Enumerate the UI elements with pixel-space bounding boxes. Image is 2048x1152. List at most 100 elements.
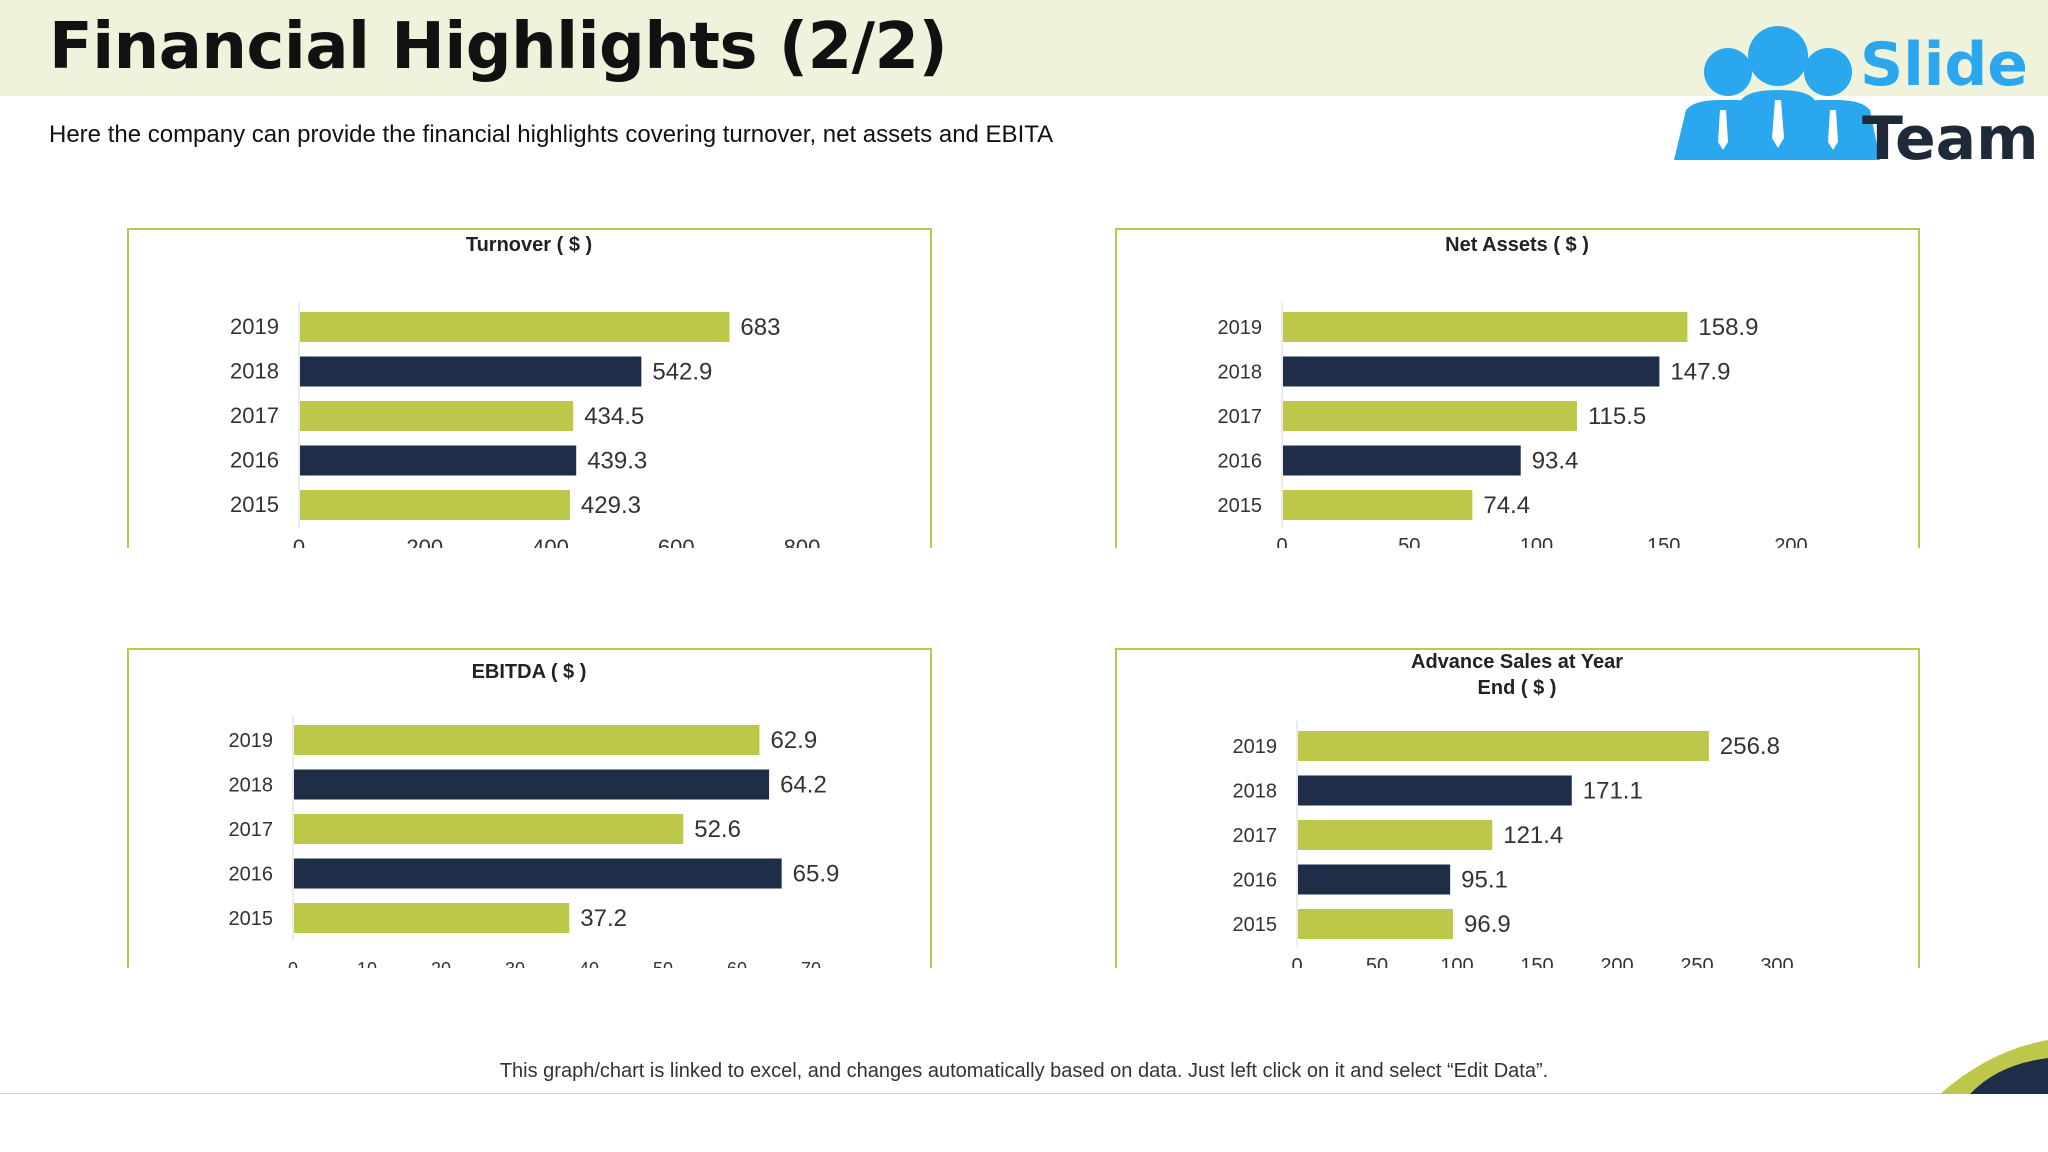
advance-sales-tick-label: 300: [1760, 955, 1793, 968]
turnover-tick-label: 400: [532, 535, 569, 548]
turnover-value-label: 542.9: [652, 359, 712, 386]
turnover-chart-svg: Turnover ( $ ) 2019 683 2018 542.9 2017 434.5 2…: [127, 228, 932, 548]
turnover-bar: [300, 312, 730, 342]
net-assets-category-label: 2019: [1218, 317, 1263, 339]
net-assets-bar: [1283, 356, 1660, 387]
net-assets-bar: [1283, 490, 1473, 520]
turnover-tick-label: 0: [293, 535, 305, 548]
net-assets-value-label: 93.4: [1532, 448, 1579, 475]
turnover-chart: Turnover ( $ ) 2019 683 2018 542.9 2017 434.5 2…: [127, 228, 932, 548]
turnover-category-label: 2017: [230, 403, 279, 428]
advance-sales-tick-label: 50: [1366, 955, 1388, 968]
turnover-category-label: 2016: [230, 448, 279, 473]
turnover-value-label: 429.3: [581, 492, 641, 519]
ebitda-tick-label: 60: [727, 959, 747, 968]
corner-swoosh-decoration: [1940, 1040, 2048, 1094]
net-assets-bar: [1283, 401, 1577, 431]
logo-slide-text: Slide: [1860, 30, 2028, 100]
ebitda-tick-label: 0: [288, 959, 298, 968]
turnover-bar: [300, 490, 570, 520]
footer-divider: [0, 1093, 2048, 1094]
page-subtitle: Here the company can provide the financi…: [49, 121, 1054, 148]
ebitda-category-label: 2016: [229, 864, 274, 886]
net-assets-category-label: 2018: [1218, 362, 1263, 384]
net-assets-value-label: 147.9: [1670, 359, 1730, 386]
ebitda-tick-label: 20: [431, 959, 451, 968]
advance-sales-category-label: 2016: [1233, 870, 1278, 892]
advance-sales-tick-label: 200: [1600, 955, 1633, 968]
turnover-title: Turnover ( $ ): [466, 234, 592, 256]
advance-sales-value-label: 96.9: [1464, 911, 1511, 938]
net-assets-category-label: 2016: [1218, 451, 1263, 473]
advance-sales-tick-label: 0: [1291, 955, 1302, 968]
advance-sales-tick-label: 250: [1680, 955, 1713, 968]
net-assets-tick-label: 50: [1398, 535, 1420, 548]
ebitda-value-label: 64.2: [780, 772, 827, 799]
advance-sales-category-label: 2015: [1233, 914, 1278, 936]
turnover-category-label: 2018: [230, 359, 279, 384]
ebitda-value-label: 37.2: [580, 905, 627, 932]
advance-sales-title: Advance Sales at Year: [1411, 651, 1623, 673]
turnover-tick-label: 200: [406, 535, 443, 548]
ebitda-tick-label: 10: [357, 959, 377, 968]
turnover-category-label: 2019: [230, 314, 279, 339]
turnover-category-label: 2015: [230, 492, 279, 517]
logo-team-text: Team: [1862, 104, 2039, 174]
ebitda-value-label: 52.6: [694, 816, 741, 843]
ebitda-category-label: 2018: [229, 775, 274, 797]
advance-sales-bar: [1298, 731, 1709, 761]
ebitda-tick-label: 30: [505, 959, 525, 968]
advance-sales-value-label: 256.8: [1720, 733, 1780, 760]
advance-sales-chart: Advance Sales at Year End ( $ ) 2019 256.8 2…: [1115, 648, 1920, 968]
net-assets-chart-svg: Net Assets ( $ ) 2019 158.9 2018 147.9 2017 11…: [1115, 228, 1920, 548]
advance-sales-category-label: 2019: [1233, 736, 1278, 758]
ebitda-chart: EBITDA ( $ ) 2019 62.9 2018 64.2 2017 52.6 2016…: [127, 648, 932, 968]
turnover-frame: [127, 228, 932, 548]
advance-sales-value-label: 95.1: [1461, 867, 1508, 894]
net-assets-chart: Net Assets ( $ ) 2019 158.9 2018 147.9 2017 11…: [1115, 228, 1920, 548]
turnover-bar: [300, 401, 574, 431]
advance-sales-value-label: 121.4: [1503, 822, 1563, 849]
net-assets-bar: [1283, 445, 1521, 476]
net-assets-title: Net Assets ( $ ): [1445, 234, 1589, 256]
advance-sales-bar: [1298, 864, 1451, 895]
advance-sales-bar: [1298, 775, 1572, 806]
net-assets-frame: [1115, 228, 1920, 548]
turnover-tick-label: 600: [658, 535, 695, 548]
advance-sales-chart-svg: Advance Sales at Year End ( $ ) 2019 256.8 2…: [1115, 648, 1920, 968]
ebitda-category-label: 2019: [229, 730, 274, 752]
advance-sales-category-label: 2018: [1233, 781, 1278, 803]
ebitda-bar: [294, 858, 782, 889]
ebitda-value-label: 62.9: [770, 727, 817, 754]
ebitda-category-label: 2015: [229, 908, 274, 930]
turnover-bar: [300, 445, 577, 476]
ebitda-bar: [294, 769, 770, 800]
advance-sales-bar: [1298, 909, 1454, 939]
net-assets-tick-label: 150: [1647, 535, 1680, 548]
ebitda-frame: [127, 648, 932, 968]
ebitda-category-label: 2017: [229, 819, 274, 841]
ebitda-bar: [294, 725, 760, 755]
net-assets-bar: [1283, 312, 1688, 342]
footer-note: This graph/chart is linked to excel, and…: [499, 1060, 1549, 1082]
turnover-bar: [300, 356, 642, 387]
ebitda-tick-label: 70: [801, 959, 821, 968]
team-people-icon: [1674, 26, 1880, 160]
advance-sales-tick-label: 150: [1520, 955, 1553, 968]
net-assets-tick-label: 0: [1276, 535, 1287, 548]
net-assets-tick-label: 200: [1774, 535, 1807, 548]
turnover-value-label: 683: [740, 314, 780, 341]
advance-sales-bar: [1298, 820, 1493, 850]
ebitda-value-label: 65.9: [793, 861, 840, 888]
advance-sales-tick-label: 100: [1440, 955, 1473, 968]
net-assets-category-label: 2017: [1218, 406, 1263, 428]
net-assets-category-label: 2015: [1218, 495, 1263, 517]
turnover-tick-label: 800: [784, 535, 821, 548]
advance-sales-value-label: 171.1: [1583, 778, 1643, 805]
net-assets-value-label: 158.9: [1698, 314, 1758, 341]
advance-sales-title: End ( $ ): [1478, 677, 1557, 699]
ebitda-bar: [294, 903, 570, 933]
advance-sales-category-label: 2017: [1233, 825, 1278, 847]
ebitda-tick-label: 50: [653, 959, 673, 968]
net-assets-value-label: 115.5: [1588, 403, 1646, 430]
